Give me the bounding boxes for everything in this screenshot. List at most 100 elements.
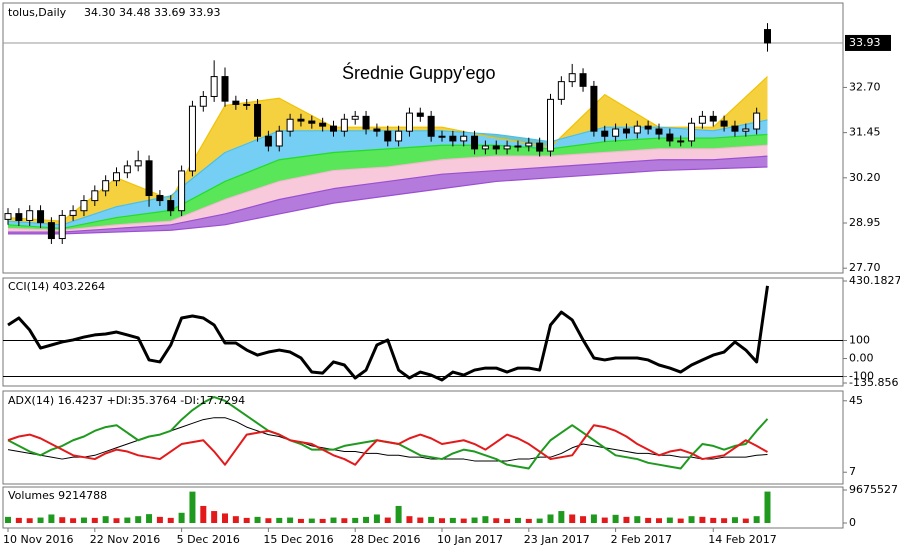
- volume-bar: [634, 516, 641, 523]
- volume-bar: [265, 518, 272, 523]
- volume-bar: [80, 517, 87, 523]
- x-tick-label: 10 Jan 2017: [437, 533, 503, 546]
- candle-body: [633, 125, 641, 134]
- volume-bar: [15, 517, 22, 523]
- volume-bar: [710, 517, 717, 523]
- volume-bar: [536, 518, 543, 523]
- candle-body: [26, 210, 34, 221]
- indicator-line: [7, 285, 769, 382]
- x-tick-label: 5 Dec 2016: [177, 533, 240, 546]
- candle-body: [232, 100, 240, 105]
- volume-bar: [5, 516, 11, 523]
- candle-body: [449, 135, 457, 142]
- indicator-line: [7, 417, 768, 462]
- candle-body: [568, 73, 576, 83]
- candle-body: [579, 73, 587, 87]
- volume-bar: [178, 512, 185, 523]
- candle-body: [188, 105, 196, 172]
- candle-body: [351, 115, 359, 120]
- x-tick-label: 15 Dec 2016: [263, 533, 333, 546]
- candle-body: [438, 135, 446, 138]
- volume-bar: [102, 516, 109, 523]
- volume-bar: [384, 517, 391, 523]
- volume-bar: [124, 517, 131, 523]
- candle-body: [47, 222, 55, 240]
- y-tick-label: 9675527: [849, 483, 898, 496]
- volume-bar: [287, 517, 294, 523]
- volume-bar: [623, 516, 630, 523]
- volume-bar: [222, 513, 228, 523]
- candle-body: [362, 115, 370, 130]
- x-tick-label: 2 Feb 2017: [611, 533, 672, 546]
- candle-body: [742, 128, 750, 132]
- candle-body: [69, 210, 77, 216]
- volume-bar: [59, 517, 66, 523]
- candle-body: [297, 118, 305, 122]
- candle-body: [210, 76, 218, 97]
- last-price-label: 33.93: [849, 36, 881, 49]
- candle-body: [80, 200, 88, 212]
- volume-bar: [504, 518, 511, 523]
- volume-bar: [482, 516, 489, 523]
- candle-body: [677, 140, 685, 143]
- volume-bar: [688, 516, 695, 523]
- adx-title: ADX(14) 16.4237 +DI:35.3764 -DI:17.7294: [8, 394, 245, 407]
- y-tick-label: 30.20: [849, 171, 881, 184]
- x-tick-label: 28 Dec 2016: [350, 533, 420, 546]
- x-tick-label: 14 Feb 2017: [708, 533, 776, 546]
- volume-bar: [341, 518, 348, 523]
- x-tick-label: 22 Nov 2016: [90, 533, 160, 546]
- y-tick-label: 28.95: [849, 216, 881, 229]
- y-tick-label: 31.45: [849, 126, 881, 139]
- candle-body: [319, 122, 327, 127]
- volume-bar: [308, 518, 315, 523]
- volume-bar: [395, 505, 402, 523]
- volume-bar: [276, 517, 283, 523]
- volume-bar: [319, 518, 326, 523]
- candle-body: [4, 213, 12, 220]
- volume-bar: [211, 511, 218, 523]
- volume-bar: [612, 514, 619, 523]
- candle-body: [134, 160, 142, 167]
- volume-bar: [731, 517, 738, 523]
- candle-body: [655, 128, 663, 135]
- candle-body: [753, 112, 761, 130]
- volume-bar: [189, 491, 196, 523]
- volume-bar: [167, 517, 174, 523]
- volume-bar: [37, 517, 44, 523]
- volume-bar: [764, 491, 771, 523]
- candle-body: [58, 214, 66, 240]
- volume-bar: [113, 518, 120, 523]
- candle-body: [243, 103, 251, 106]
- volume-bar: [70, 518, 77, 523]
- volume-bar: [439, 518, 445, 523]
- y-tick-label: -135.856: [849, 376, 898, 389]
- volume-bar: [601, 517, 608, 523]
- candle-body: [275, 130, 283, 147]
- volume-bar: [699, 516, 706, 523]
- candle-body: [622, 128, 630, 134]
- volume-bar: [200, 505, 207, 523]
- candle-body: [199, 95, 207, 107]
- volume-bar: [48, 514, 55, 523]
- candle-body: [416, 112, 424, 117]
- volume-bar: [753, 516, 760, 523]
- candle-body: [221, 76, 229, 102]
- candle-body: [720, 120, 728, 127]
- candle-body: [731, 125, 739, 132]
- cci-title: CCI(14) 403.2264: [8, 280, 105, 293]
- y-tick-label: 0: [849, 516, 856, 529]
- volume-bar: [590, 514, 597, 523]
- candle-body: [254, 103, 262, 137]
- candle-body: [427, 115, 435, 137]
- volume-bar: [460, 518, 467, 523]
- volume-bar: [363, 516, 370, 523]
- symbol-title: tolus,Daily: [8, 6, 67, 19]
- volume-bar: [26, 518, 33, 523]
- ribbon-line: [7, 144, 768, 231]
- volume-bar: [406, 516, 413, 523]
- adx-panel: [2, 390, 844, 485]
- candle-body: [503, 145, 511, 150]
- volume-title: Volumes 9214788: [8, 489, 107, 502]
